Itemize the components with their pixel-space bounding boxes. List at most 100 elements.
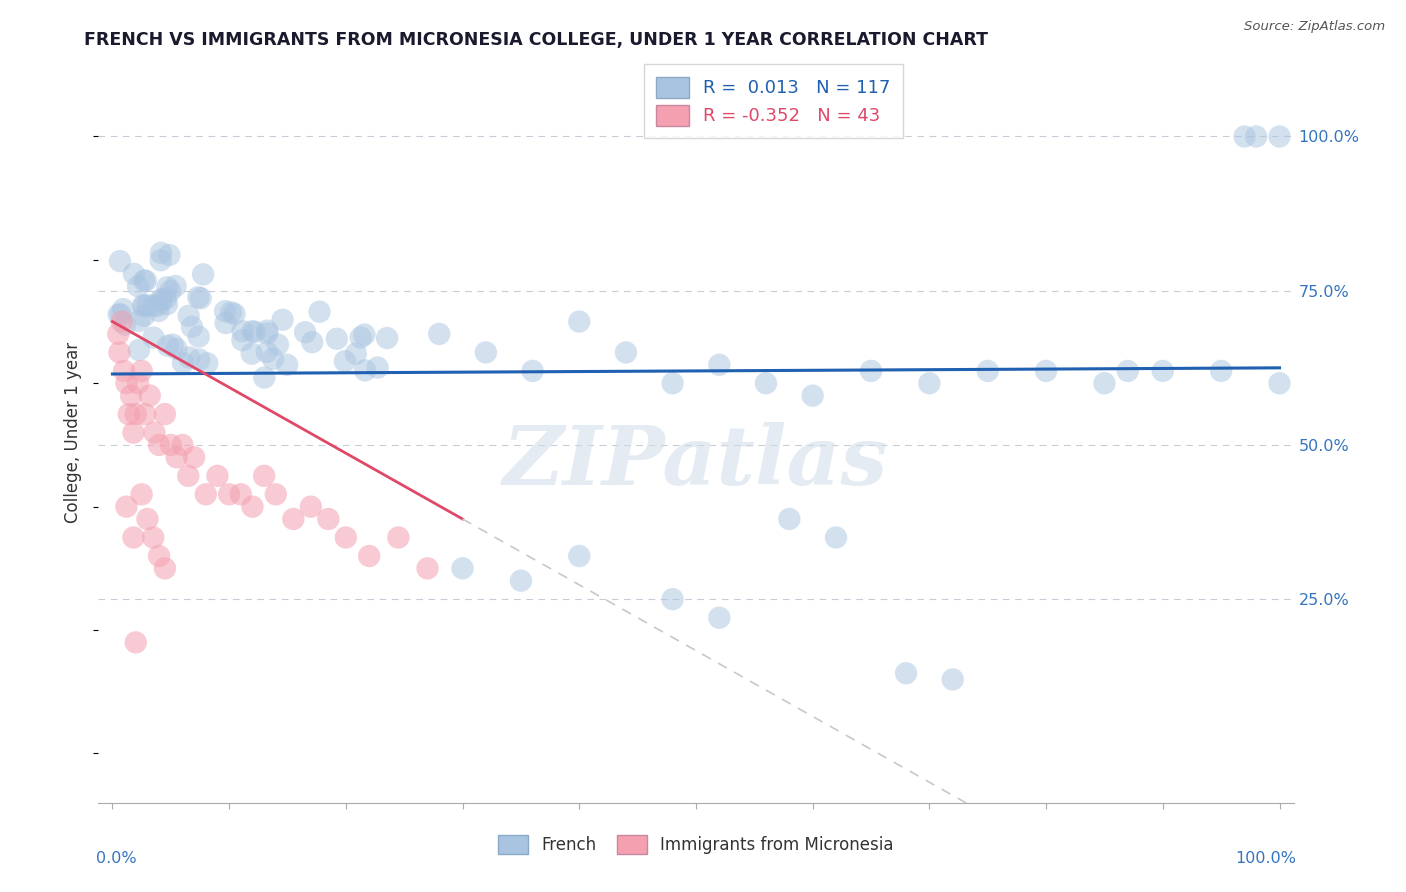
- Point: [243, 325, 266, 339]
- Point: [427, 326, 450, 341]
- Point: [150, 293, 173, 307]
- Point: [451, 561, 474, 575]
- Point: [146, 299, 169, 313]
- Point: [416, 561, 439, 575]
- Point: [149, 253, 172, 268]
- Point: [825, 531, 848, 545]
- Legend: French, Immigrants from Micronesia: French, Immigrants from Micronesia: [492, 829, 900, 861]
- Point: [111, 315, 134, 329]
- Point: [187, 290, 209, 304]
- Point: [128, 314, 150, 328]
- Point: [114, 318, 136, 332]
- Point: [778, 512, 800, 526]
- Point: [172, 438, 194, 452]
- Point: [191, 268, 214, 282]
- Text: 0.0%: 0.0%: [96, 851, 136, 866]
- Point: [132, 299, 155, 313]
- Point: [242, 324, 264, 338]
- Point: [1152, 364, 1174, 378]
- Point: [136, 512, 159, 526]
- Point: [214, 304, 236, 318]
- Point: [118, 407, 141, 421]
- Point: [267, 337, 290, 351]
- Point: [367, 360, 389, 375]
- Point: [218, 487, 240, 501]
- Point: [214, 316, 236, 330]
- Point: [271, 312, 294, 326]
- Point: [350, 330, 373, 344]
- Point: [860, 364, 883, 378]
- Point: [354, 363, 377, 377]
- Point: [120, 389, 142, 403]
- Point: [224, 307, 246, 321]
- Point: [177, 309, 200, 323]
- Point: [127, 279, 149, 293]
- Point: [283, 512, 305, 526]
- Point: [162, 337, 184, 351]
- Point: [127, 376, 149, 391]
- Point: [112, 302, 135, 317]
- Point: [256, 324, 278, 338]
- Point: [253, 370, 276, 384]
- Point: [136, 298, 159, 312]
- Point: [232, 324, 254, 338]
- Point: [142, 331, 165, 345]
- Point: [112, 364, 135, 378]
- Point: [253, 468, 276, 483]
- Point: [172, 356, 194, 370]
- Point: [190, 291, 212, 305]
- Point: [149, 293, 172, 307]
- Point: [240, 347, 263, 361]
- Point: [1244, 129, 1267, 144]
- Point: [149, 245, 172, 260]
- Point: [755, 376, 778, 391]
- Point: [195, 356, 218, 370]
- Point: [125, 635, 148, 649]
- Point: [153, 561, 176, 575]
- Point: [318, 512, 340, 526]
- Point: [264, 487, 287, 501]
- Point: [159, 284, 181, 298]
- Point: [122, 531, 145, 545]
- Point: [156, 280, 179, 294]
- Point: [159, 438, 181, 452]
- Point: [139, 389, 162, 403]
- Point: [1035, 364, 1057, 378]
- Point: [132, 273, 155, 287]
- Point: [110, 308, 132, 322]
- Point: [709, 611, 731, 625]
- Point: [125, 407, 148, 421]
- Point: [131, 487, 153, 501]
- Point: [1233, 129, 1256, 144]
- Point: [153, 407, 176, 421]
- Point: [1116, 364, 1139, 378]
- Point: [375, 331, 398, 345]
- Point: [194, 487, 217, 501]
- Point: [135, 274, 157, 288]
- Text: Source: ZipAtlas.com: Source: ZipAtlas.com: [1244, 20, 1385, 33]
- Point: [614, 345, 637, 359]
- Point: [359, 549, 381, 563]
- Point: [134, 309, 156, 323]
- Point: [108, 345, 131, 359]
- Point: [181, 319, 204, 334]
- Point: [155, 292, 177, 306]
- Point: [108, 254, 131, 268]
- Point: [156, 297, 179, 311]
- Point: [156, 339, 179, 353]
- Point: [294, 325, 316, 339]
- Point: [107, 326, 129, 341]
- Point: [335, 531, 357, 545]
- Point: [1094, 376, 1116, 391]
- Point: [183, 450, 205, 465]
- Point: [977, 364, 1000, 378]
- Point: [1268, 129, 1291, 144]
- Point: [256, 345, 278, 359]
- Point: [1268, 376, 1291, 391]
- Point: [509, 574, 531, 588]
- Point: [256, 326, 278, 341]
- Point: [894, 666, 917, 681]
- Point: [801, 389, 824, 403]
- Point: [661, 376, 683, 391]
- Point: [229, 487, 252, 501]
